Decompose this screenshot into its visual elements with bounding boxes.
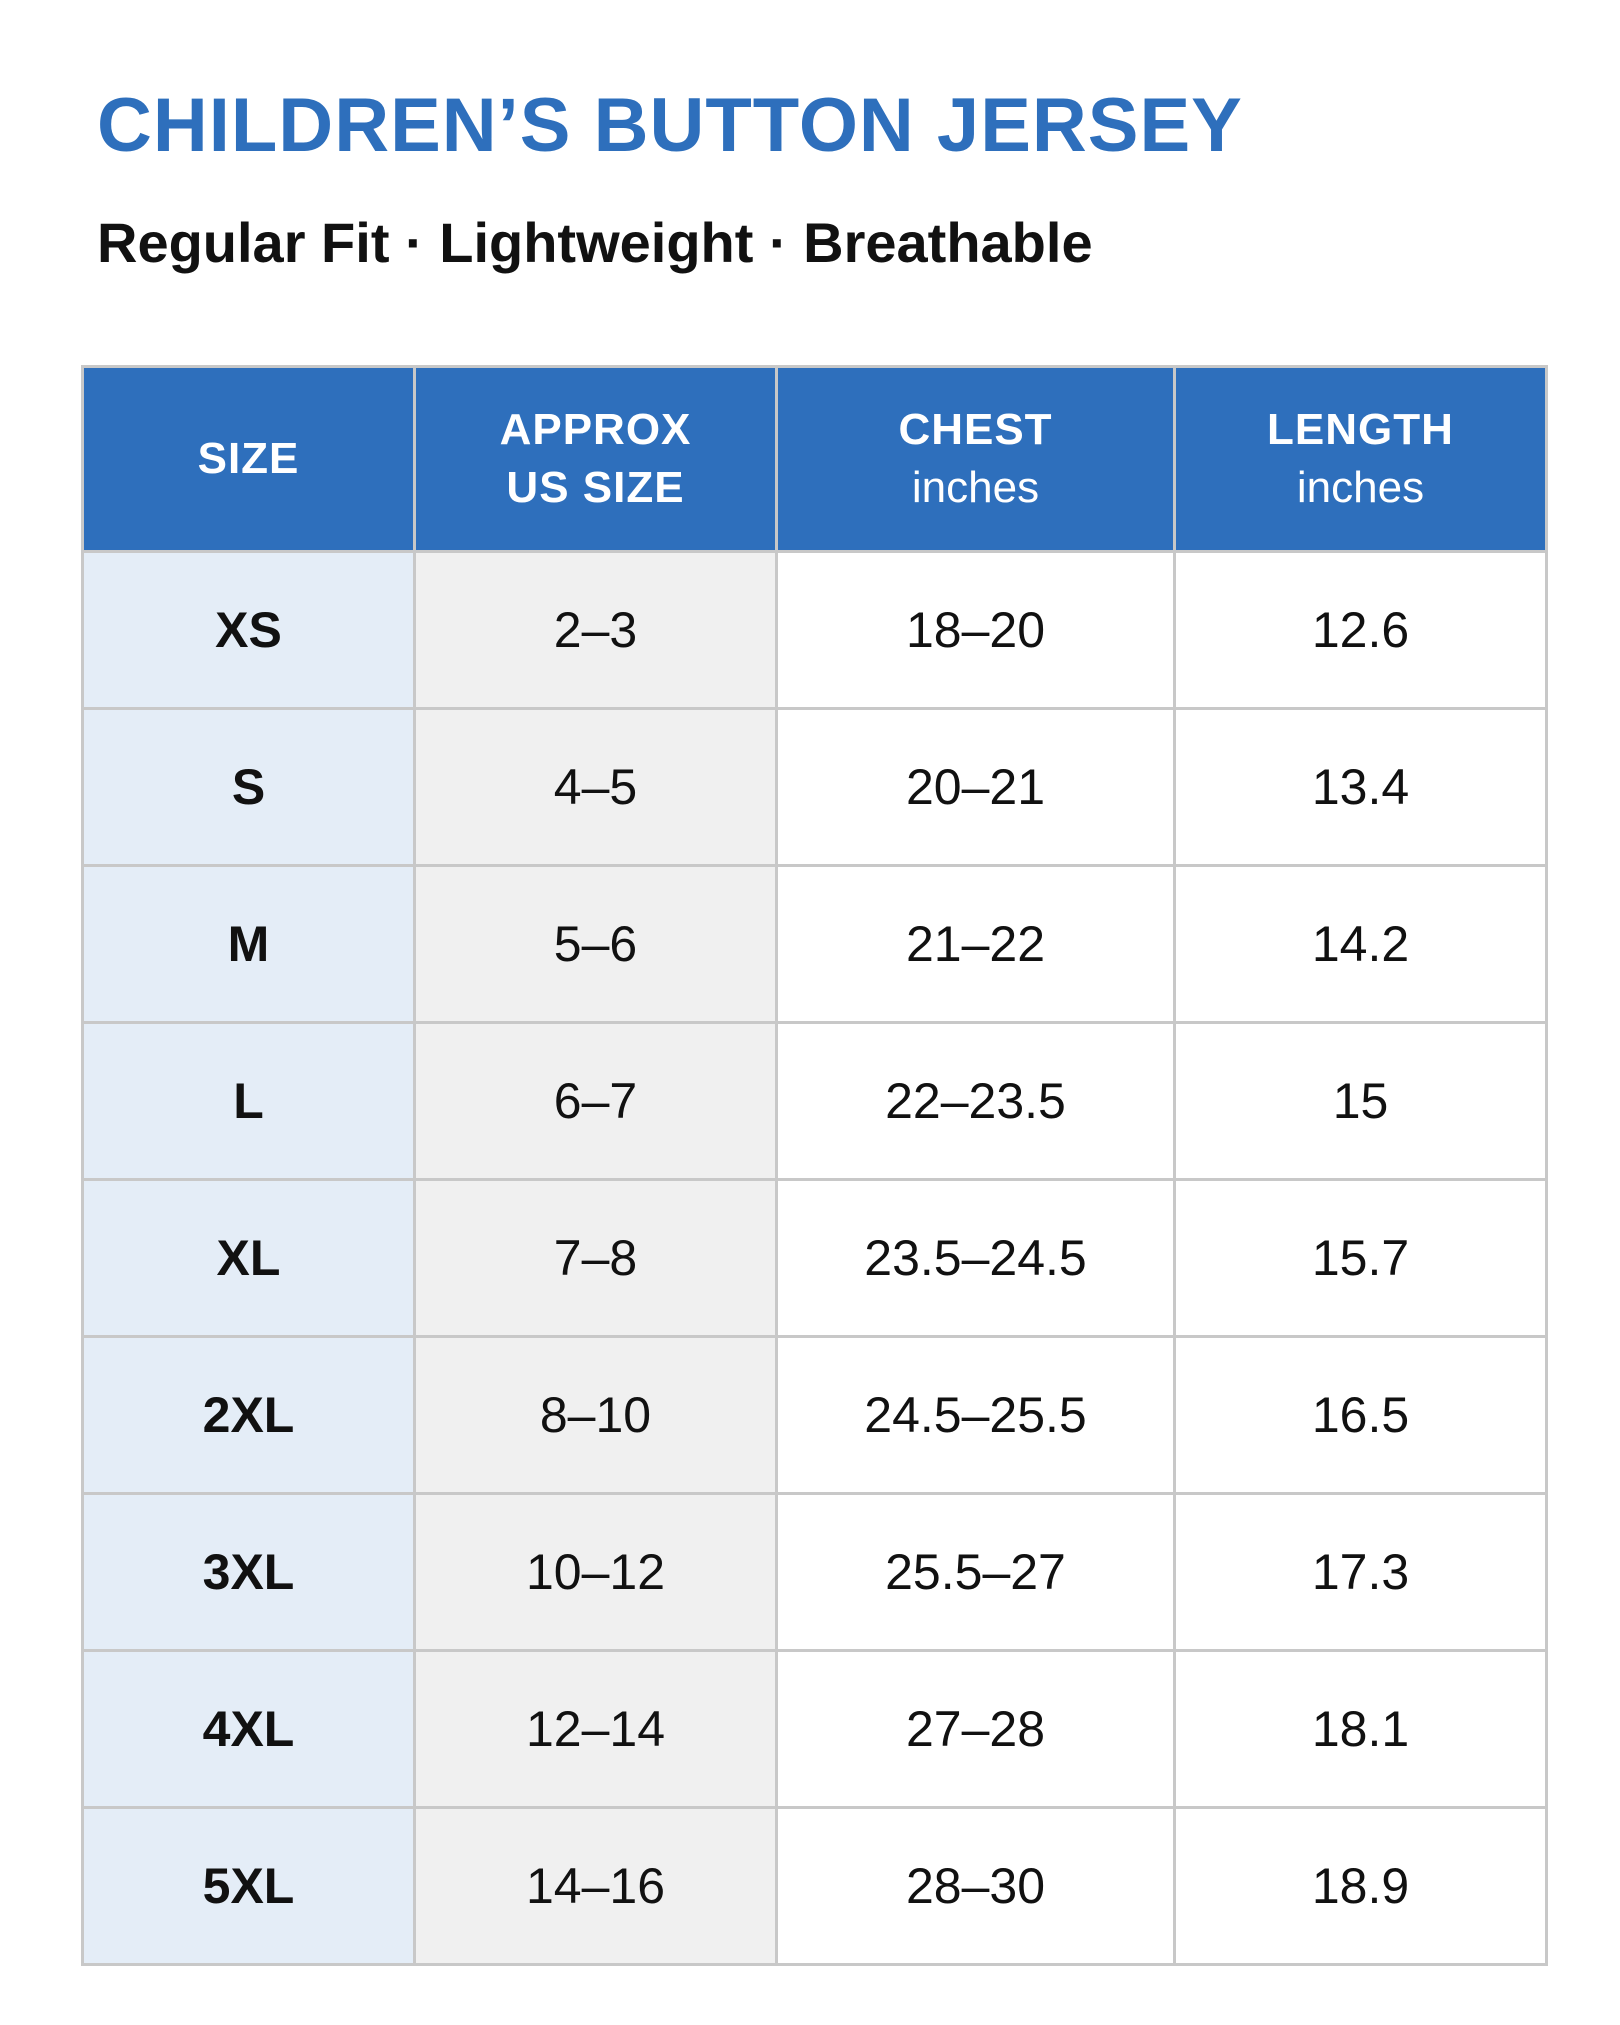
header-chest: CHEST inches <box>775 365 1176 553</box>
cell-us-size: 14–16 <box>413 1806 778 1966</box>
header-length-unit: inches <box>1296 463 1425 512</box>
cell-chest: 27–28 <box>775 1649 1176 1809</box>
cell-length: 15 <box>1173 1021 1548 1181</box>
cell-length: 17.3 <box>1173 1492 1548 1652</box>
header-approx-us-size: APPROX US SIZE <box>413 365 778 553</box>
cell-us-size: 2–3 <box>413 550 778 710</box>
cell-chest: 22–23.5 <box>775 1021 1176 1181</box>
cell-chest: 28–30 <box>775 1806 1176 1966</box>
cell-length: 18.1 <box>1173 1649 1548 1809</box>
cell-size: 4XL <box>81 1649 416 1809</box>
header-chest-label: CHEST <box>898 405 1053 454</box>
table-row: XL 7–8 23.5–24.5 15.7 <box>81 1178 1548 1338</box>
table-row: 3XL 10–12 25.5–27 17.3 <box>81 1492 1548 1652</box>
header-chest-unit: inches <box>911 463 1040 512</box>
cell-chest: 24.5–25.5 <box>775 1335 1176 1495</box>
cell-length: 18.9 <box>1173 1806 1548 1966</box>
cell-size: 5XL <box>81 1806 416 1966</box>
table-row: XS 2–3 18–20 12.6 <box>81 550 1548 710</box>
cell-size: S <box>81 707 416 867</box>
cell-length: 16.5 <box>1173 1335 1548 1495</box>
table-row: 4XL 12–14 27–28 18.1 <box>81 1649 1548 1809</box>
header-us-line2: US SIZE <box>506 463 685 512</box>
cell-length: 13.4 <box>1173 707 1548 867</box>
header-length-label: LENGTH <box>1267 405 1454 454</box>
cell-length: 15.7 <box>1173 1178 1548 1338</box>
cell-size: 2XL <box>81 1335 416 1495</box>
cell-chest: 25.5–27 <box>775 1492 1176 1652</box>
table-row: S 4–5 20–21 13.4 <box>81 707 1548 867</box>
header-us-line1: APPROX <box>499 405 692 454</box>
cell-length: 12.6 <box>1173 550 1548 710</box>
cell-us-size: 6–7 <box>413 1021 778 1181</box>
header-size: SIZE <box>81 365 416 553</box>
cell-chest: 18–20 <box>775 550 1176 710</box>
size-chart-table: SIZE APPROX US SIZE CHEST inches LENGTH … <box>81 365 1548 1966</box>
cell-us-size: 12–14 <box>413 1649 778 1809</box>
cell-size: L <box>81 1021 416 1181</box>
cell-size: M <box>81 864 416 1024</box>
table-header-row: SIZE APPROX US SIZE CHEST inches LENGTH … <box>81 365 1548 553</box>
table-row: M 5–6 21–22 14.2 <box>81 864 1548 1024</box>
cell-size: XL <box>81 1178 416 1338</box>
table-row: 2XL 8–10 24.5–25.5 16.5 <box>81 1335 1548 1495</box>
cell-chest: 21–22 <box>775 864 1176 1024</box>
page-title: CHILDREN’S BUTTON JERSEY <box>97 83 1243 168</box>
cell-chest: 20–21 <box>775 707 1176 867</box>
cell-length: 14.2 <box>1173 864 1548 1024</box>
table-row: 5XL 14–16 28–30 18.9 <box>81 1806 1548 1966</box>
cell-us-size: 4–5 <box>413 707 778 867</box>
cell-us-size: 8–10 <box>413 1335 778 1495</box>
cell-us-size: 5–6 <box>413 864 778 1024</box>
cell-size: 3XL <box>81 1492 416 1652</box>
cell-us-size: 10–12 <box>413 1492 778 1652</box>
header-length: LENGTH inches <box>1173 365 1548 553</box>
cell-us-size: 7–8 <box>413 1178 778 1338</box>
cell-size: XS <box>81 550 416 710</box>
page-subtitle: Regular Fit · Lightweight · Breathable <box>97 211 1093 274</box>
table-row: L 6–7 22–23.5 15 <box>81 1021 1548 1181</box>
cell-chest: 23.5–24.5 <box>775 1178 1176 1338</box>
header-size-label: SIZE <box>197 434 300 483</box>
